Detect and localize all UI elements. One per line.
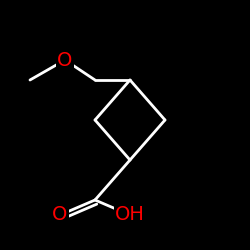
Text: O: O [52,206,68,225]
Text: O: O [57,50,73,70]
Text: OH: OH [115,206,145,225]
